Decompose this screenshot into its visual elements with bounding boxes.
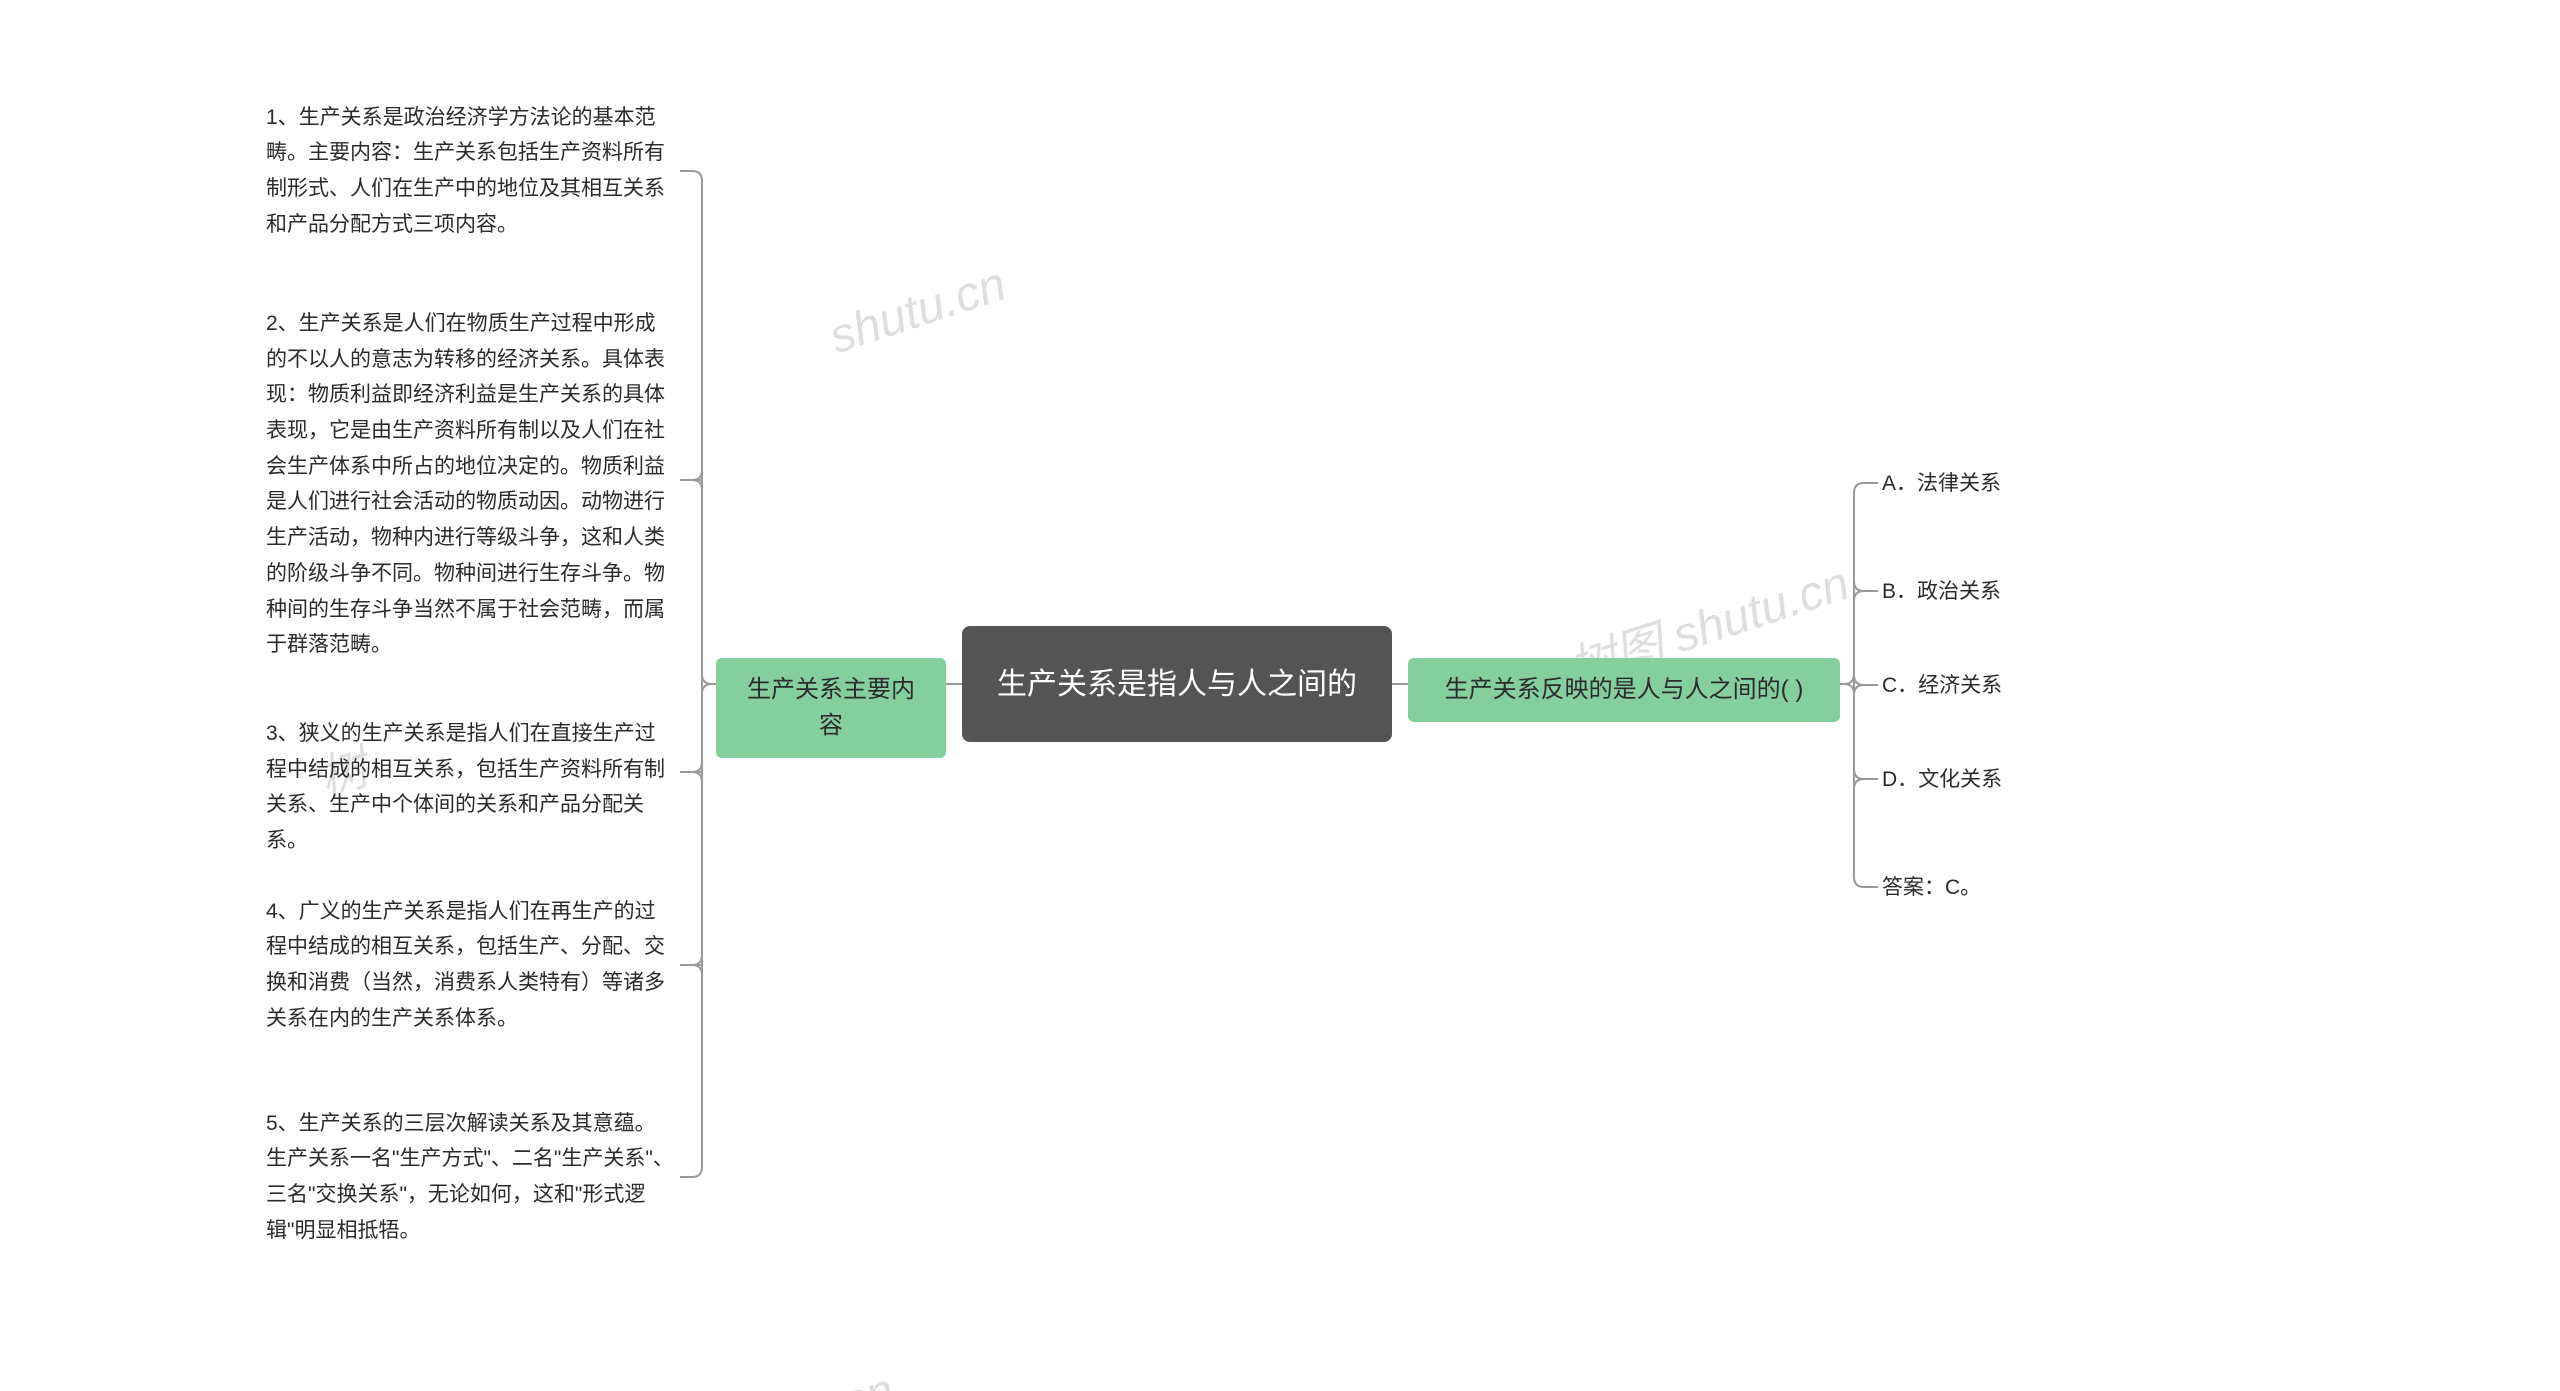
left-leaf: 1、生产关系是政治经济学方法论的基本范畴。主要内容：生产关系包括生产资料所有制形… <box>266 96 676 246</box>
right-branch: 生产关系反映的是人与人之间的( ) <box>1408 658 1840 722</box>
left-leaf: 5、生产关系的三层次解读关系及其意蕴。生产关系一名"生产方式"、二名"生产关系"… <box>266 1102 676 1252</box>
right-leaf: B．政治关系 <box>1882 574 2082 610</box>
watermark: .cn <box>823 1363 901 1391</box>
left-leaf: 4、广义的生产关系是指人们在再生产的过程中结成的相互关系，包括生产、分配、交换和… <box>266 890 676 1040</box>
watermark: shutu.cn <box>823 257 1013 365</box>
mindmap-root: 生产关系是指人与人之间的 <box>962 626 1392 742</box>
left-branch: 生产关系主要内容 <box>716 658 946 758</box>
right-leaf: C．经济关系 <box>1882 668 2082 704</box>
left-branch-label: 生产关系主要内容 <box>738 672 924 744</box>
right-leaf: A．法律关系 <box>1882 466 2082 502</box>
root-label: 生产关系是指人与人之间的 <box>997 662 1357 707</box>
right-branch-label: 生产关系反映的是人与人之间的( ) <box>1445 672 1804 708</box>
left-leaf: 2、生产关系是人们在物质生产过程中形成的不以人的意志为转移的经济关系。具体表现：… <box>266 306 676 663</box>
right-leaf: 答案：C。 <box>1882 870 2082 906</box>
left-leaf: 3、狭义的生产关系是指人们在直接生产过程中结成的相互关系，包括生产资料所有制关系… <box>266 716 676 859</box>
right-leaf: D．文化关系 <box>1882 762 2082 798</box>
